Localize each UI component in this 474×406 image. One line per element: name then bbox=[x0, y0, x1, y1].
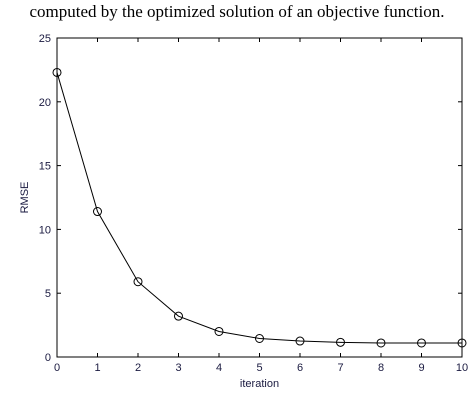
y-tick-label: 25 bbox=[39, 33, 51, 45]
x-tick-label: 7 bbox=[337, 362, 343, 374]
series-line bbox=[56, 72, 462, 344]
ticks-layer: 0 1 2 3 4 5 6 7 8 9 10 0 5 10 15 20 25 bbox=[39, 33, 468, 374]
data-point-marker bbox=[93, 207, 102, 217]
x-tick-label: 0 bbox=[54, 362, 60, 374]
x-tick-label: 6 bbox=[297, 362, 303, 374]
x-tick-label: 4 bbox=[216, 362, 222, 374]
data-point-marker bbox=[457, 338, 467, 348]
x-tick-label: 3 bbox=[175, 362, 181, 374]
x-tick-label: 2 bbox=[135, 362, 141, 374]
x-axis-label: iteration bbox=[240, 378, 279, 390]
y-tick-label: 10 bbox=[39, 224, 51, 236]
data-point-marker bbox=[417, 338, 426, 348]
data-point-marker bbox=[174, 311, 183, 321]
x-tick-label: 10 bbox=[456, 362, 468, 374]
x-tick-label: 5 bbox=[256, 362, 262, 374]
y-axis-label: RMSE bbox=[19, 182, 31, 214]
x-tick-label: 1 bbox=[94, 362, 100, 374]
data-point-marker bbox=[255, 333, 264, 343]
y-tick-label: 20 bbox=[39, 97, 51, 109]
data-point-marker bbox=[376, 338, 386, 348]
x-tick-label: 8 bbox=[378, 362, 384, 374]
data-point-marker bbox=[52, 67, 62, 77]
data-point-marker bbox=[295, 336, 305, 346]
data-point-marker bbox=[133, 277, 143, 287]
data-point-marker bbox=[336, 337, 345, 347]
x-tick-label: 9 bbox=[418, 362, 424, 374]
y-tick-label: 5 bbox=[45, 288, 51, 300]
figure-caption: computed by the optimized solution of an… bbox=[29, 2, 445, 21]
y-tick-label: 0 bbox=[45, 352, 51, 364]
markers-layer bbox=[52, 67, 467, 348]
y-tick-label: 15 bbox=[39, 161, 51, 173]
data-point-marker bbox=[214, 326, 224, 336]
plot-frame bbox=[56, 37, 463, 358]
